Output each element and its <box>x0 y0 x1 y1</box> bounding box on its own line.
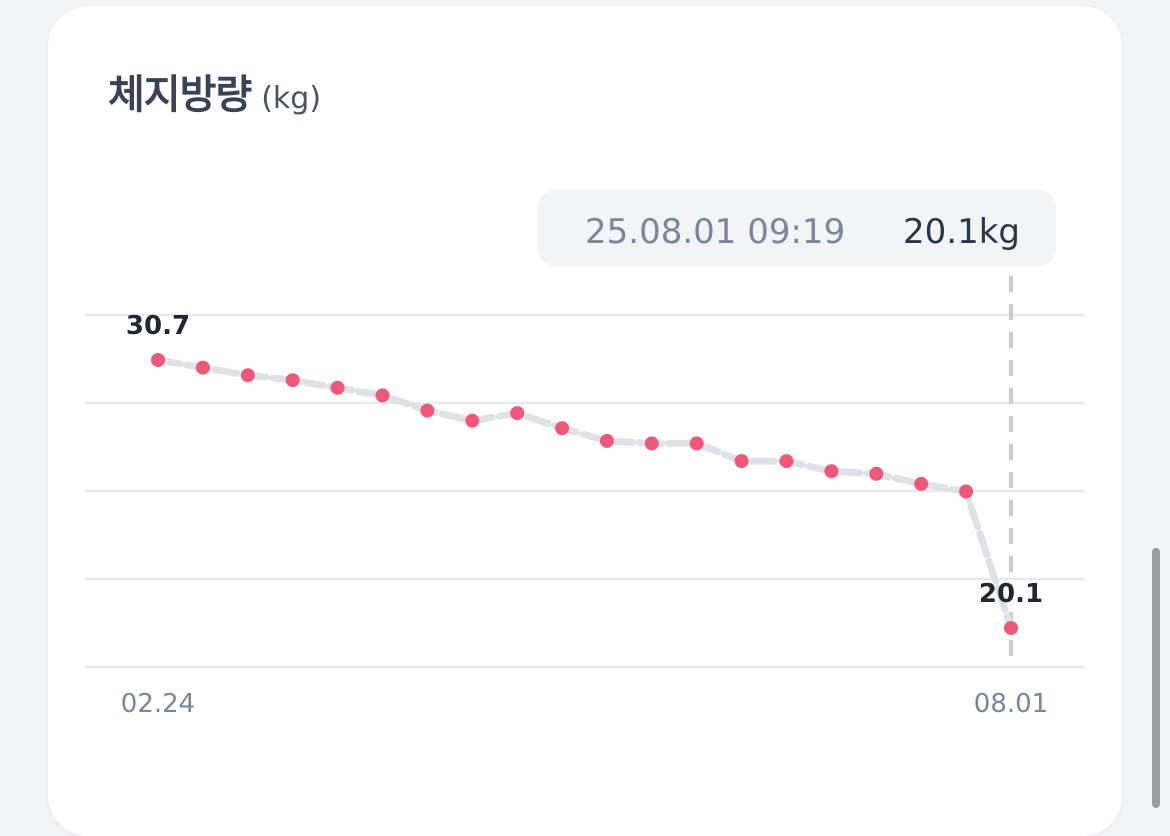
body-fat-line-chart[interactable]: 25.08.01 09:19 20.1kg 30.7 20.1 02.24 08.0… <box>0 0 1170 788</box>
data-label-1: 30.7 <box>126 311 190 341</box>
data-point-14[interactable] <box>734 454 749 469</box>
data-point-20[interactable] <box>1004 621 1018 635</box>
data-point-7[interactable] <box>420 403 435 418</box>
tooltip-date: 25.08.01 09:19 <box>585 212 845 252</box>
card-title-text: 체지방량 <box>108 72 252 118</box>
data-point-16[interactable] <box>824 464 839 479</box>
data-point-8[interactable] <box>465 413 480 428</box>
data-point-15[interactable] <box>779 454 794 469</box>
data-point-5[interactable] <box>330 380 345 395</box>
chart-tooltip: 25.08.01 09:19 20.1kg <box>538 190 1056 266</box>
chart-gridlines <box>85 313 1085 669</box>
page-scrollbar[interactable] <box>1152 548 1160 808</box>
data-point-1[interactable] <box>151 353 165 367</box>
data-point-18[interactable] <box>914 476 929 491</box>
series-points <box>151 353 1018 635</box>
data-point-17[interactable] <box>869 466 884 481</box>
data-point-4[interactable] <box>285 373 300 388</box>
data-point-2[interactable] <box>195 360 210 375</box>
x-axis-tick-labels: 02.24 08.01 <box>121 689 1048 719</box>
card-title: 체지방량 (kg) <box>108 62 321 122</box>
data-label-20: 20.1 <box>979 579 1043 609</box>
series-line <box>154 356 1015 632</box>
data-point-19[interactable] <box>959 484 974 499</box>
data-point-10[interactable] <box>555 421 570 436</box>
x-tick-label-1: 02.24 <box>121 689 195 719</box>
data-point-6[interactable] <box>375 388 390 403</box>
tooltip-box <box>538 190 1056 266</box>
data-point-13[interactable] <box>689 436 704 451</box>
x-tick-label-2: 08.01 <box>974 689 1048 719</box>
body-fat-card <box>48 6 1122 836</box>
data-point-12[interactable] <box>644 436 659 451</box>
card-title-unit: (kg) <box>261 81 322 116</box>
tooltip-value: 20.1kg <box>903 212 1020 252</box>
data-point-3[interactable] <box>240 368 255 383</box>
data-point-11[interactable] <box>599 433 614 448</box>
data-labels: 30.7 20.1 <box>126 311 1043 609</box>
data-point-9[interactable] <box>510 406 525 421</box>
